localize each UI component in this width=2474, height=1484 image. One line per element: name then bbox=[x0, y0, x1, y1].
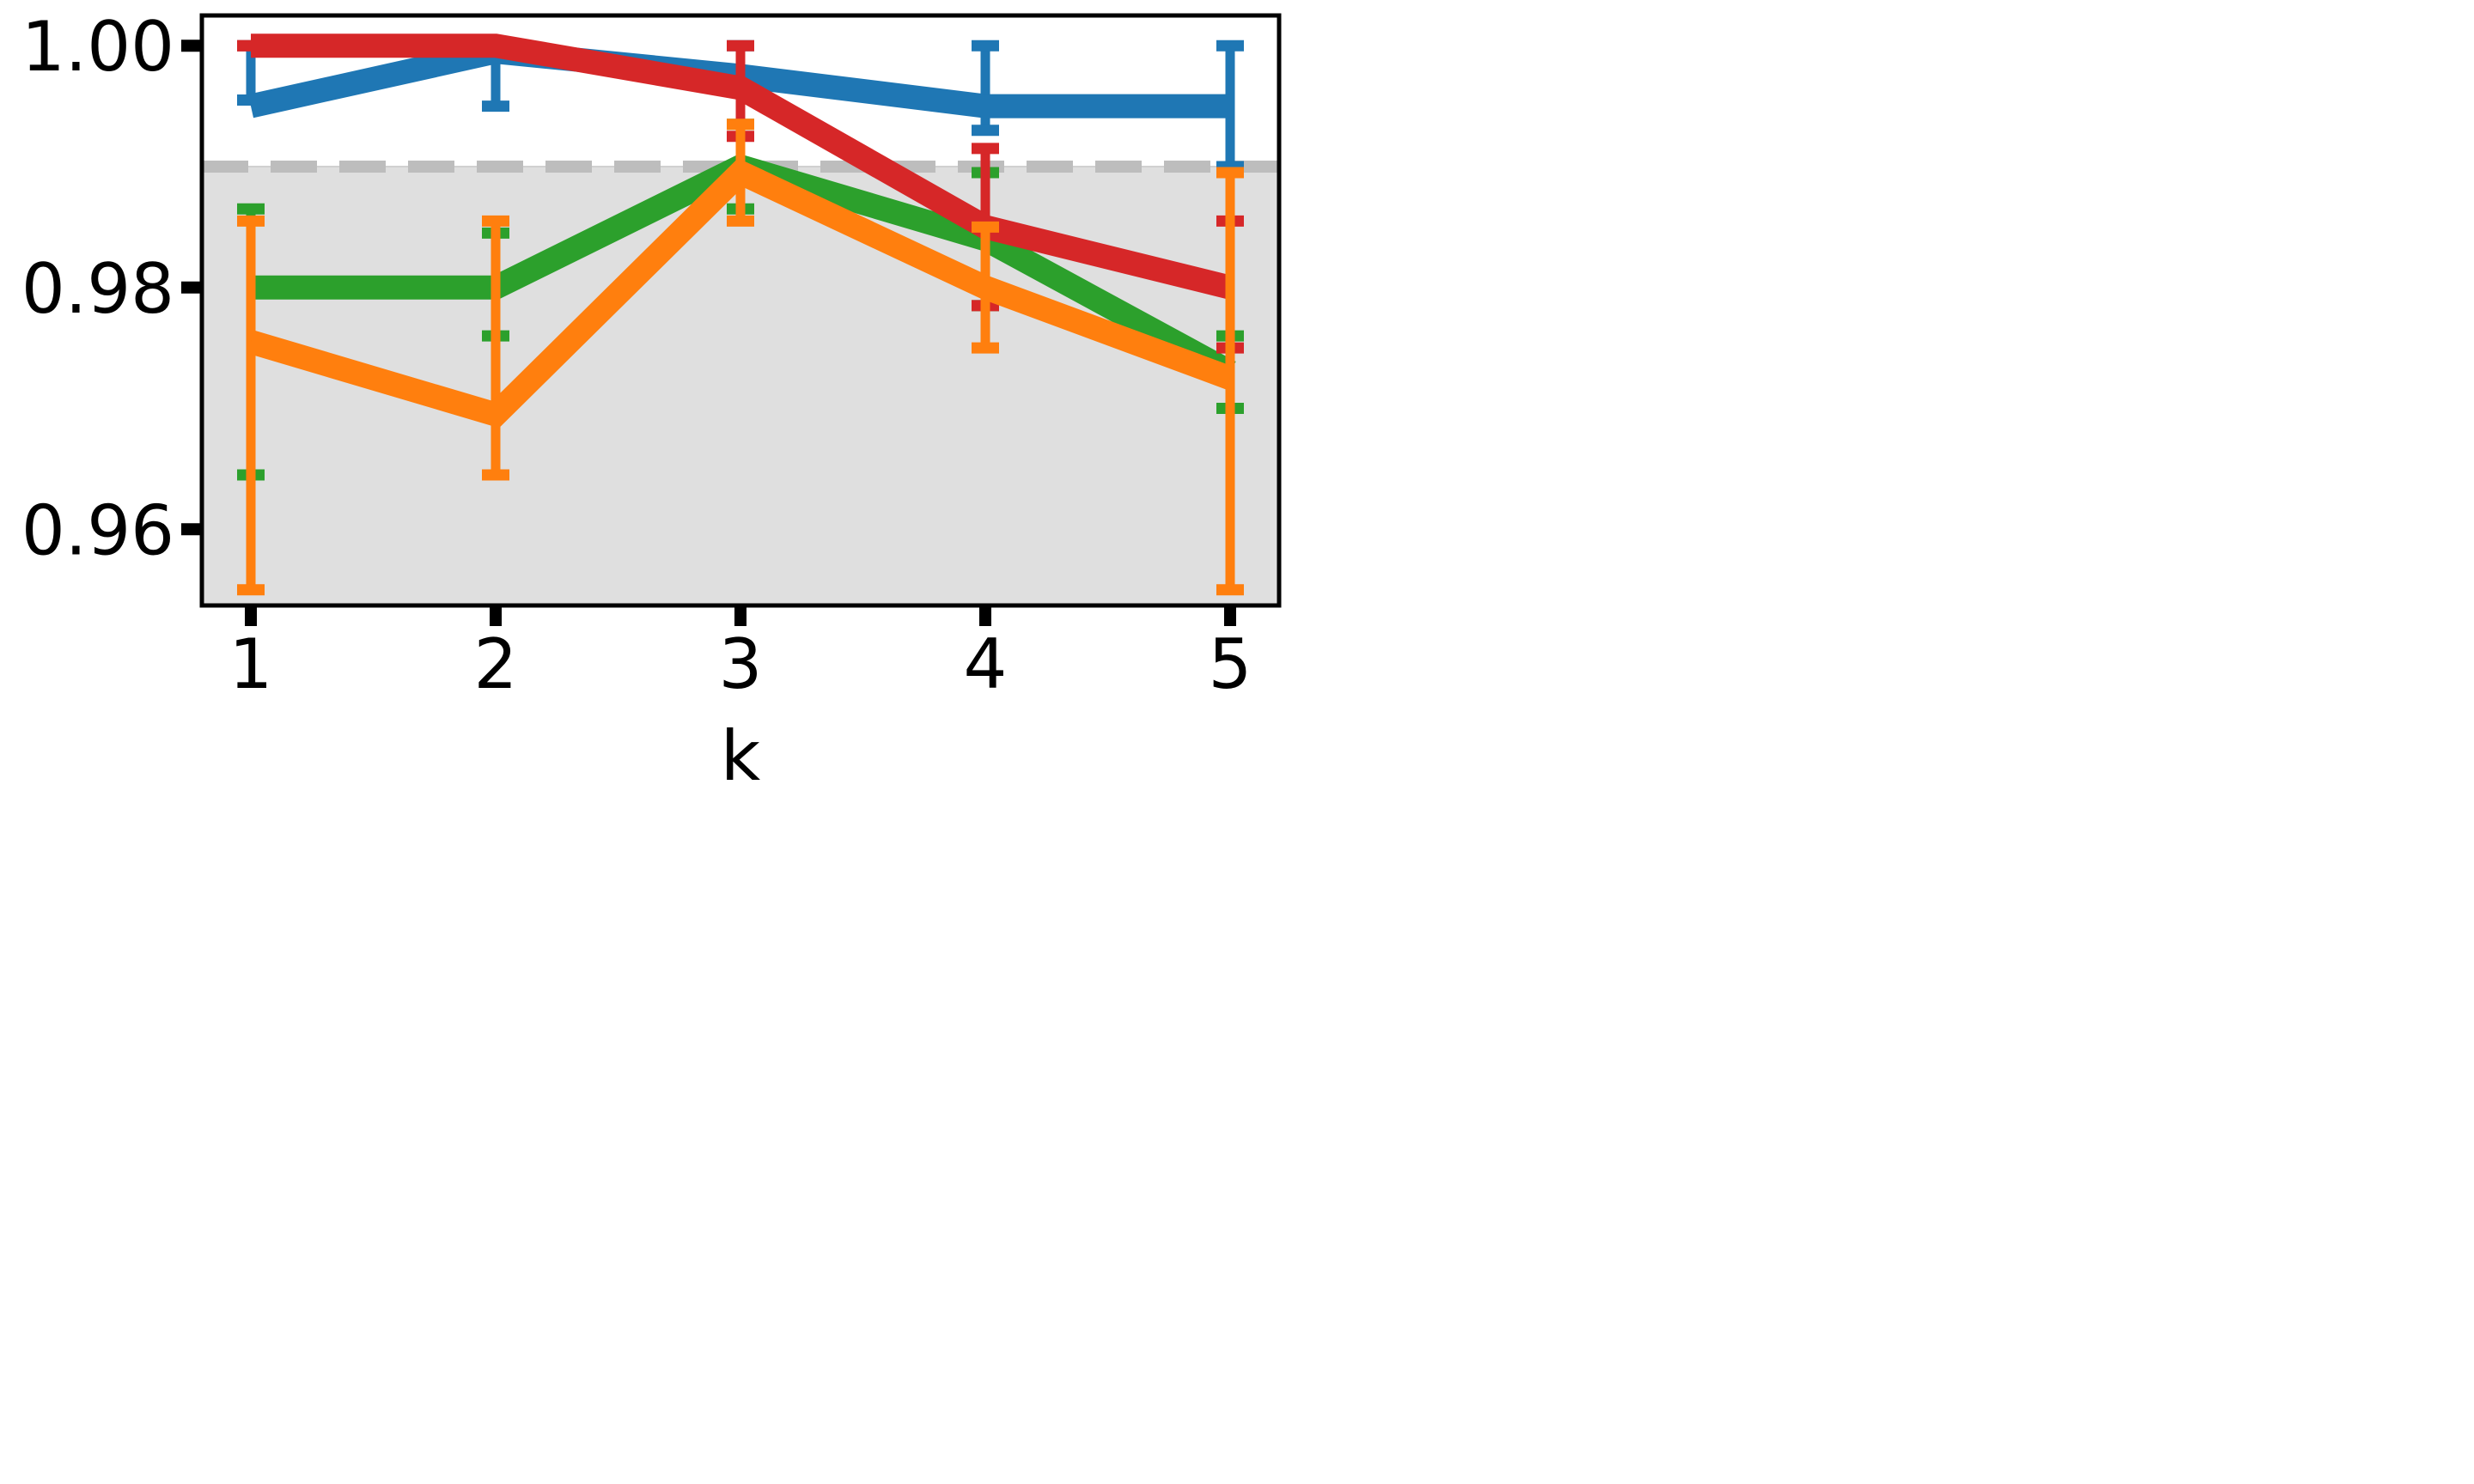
x-tick-label: 1 bbox=[229, 624, 273, 704]
y-tick-label: 1.00 bbox=[21, 7, 174, 87]
x-tick-label: 2 bbox=[474, 624, 518, 704]
y-axis: 1.00 0.98 0.96 bbox=[21, 7, 202, 570]
series-line bbox=[251, 33, 1234, 300]
x-tick-label: 5 bbox=[1209, 624, 1252, 704]
chart-svg: 1 2 3 4 5 1.00 0.98 0.96 k bbox=[0, 0, 1343, 806]
series-4 bbox=[237, 119, 1244, 596]
x-axis-label: k bbox=[721, 716, 761, 796]
series-line bbox=[247, 158, 1234, 429]
x-tick-label: 4 bbox=[964, 624, 1008, 704]
y-tick-label: 0.98 bbox=[21, 249, 174, 329]
x-tick-label: 3 bbox=[719, 624, 763, 704]
x-axis: 1 2 3 4 5 bbox=[229, 605, 1252, 704]
y-tick-label: 0.96 bbox=[21, 490, 174, 570]
plot-area bbox=[199, 13, 1282, 608]
